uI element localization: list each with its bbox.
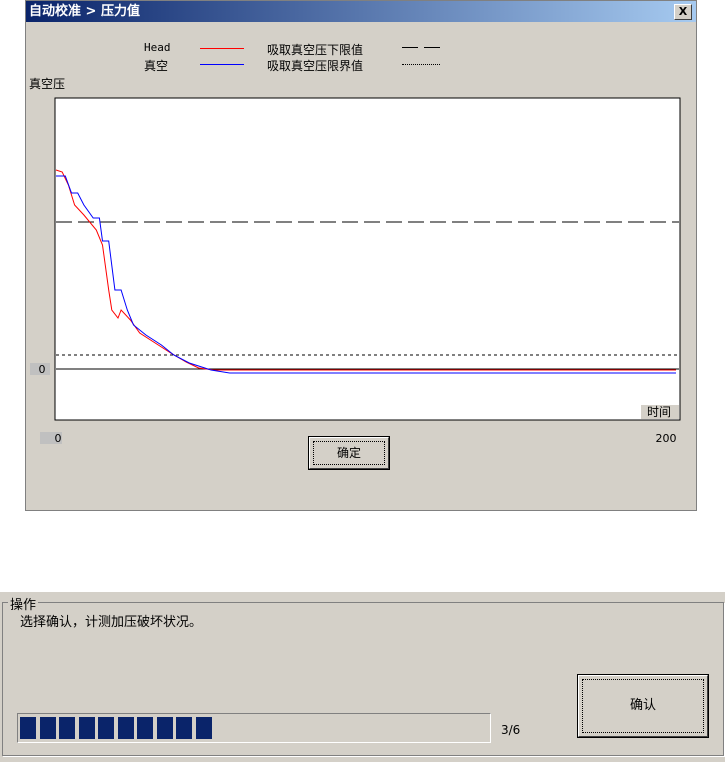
y-tick-0: 0 — [39, 363, 46, 376]
x-tick-bg — [40, 432, 62, 444]
group-label: 操作 — [8, 594, 39, 613]
x-tick-0: 0 — [55, 432, 62, 445]
x-axis-label: 时间 — [647, 405, 671, 419]
legend-head-swatch — [200, 48, 244, 49]
progress-segment — [176, 717, 192, 739]
series-line-1 — [56, 175, 676, 374]
progress-segment — [20, 717, 36, 739]
confirm-button[interactable]: 确认 — [578, 675, 708, 737]
legend-head-label: Head — [144, 41, 171, 54]
progress-segment — [98, 717, 114, 739]
dialog-title: 自动校准 > 压力值 — [29, 4, 140, 19]
legend-lower-label: 吸取真空压下限值 — [267, 43, 364, 57]
legend-limit-label: 吸取真空压限界值 — [267, 59, 364, 73]
status-message: 选择确认，计测加压破坏状况。 — [20, 615, 203, 630]
close-button[interactable]: X — [674, 4, 692, 20]
y-tick-bg — [30, 363, 50, 375]
legend-lower-swatch — [402, 47, 440, 48]
title-bar: 自动校准 > 压力值 X — [26, 1, 696, 22]
progress-text: 3/6 — [501, 723, 521, 737]
progress-segment — [195, 717, 212, 739]
legend-vacuum-label: 真空 — [144, 59, 169, 73]
progress-segment — [78, 717, 95, 739]
ok-button[interactable]: 确定 — [309, 437, 389, 469]
legend-limit-swatch — [402, 64, 440, 65]
operation-group-box — [2, 602, 724, 756]
pressure-chart: 0 0 200 时间 — [30, 97, 681, 445]
y-axis-label: 真空压 — [29, 77, 66, 91]
progress-segment — [117, 717, 134, 739]
x-label-bg — [641, 405, 679, 419]
progress-segment — [39, 717, 56, 739]
progress-bar — [17, 713, 491, 743]
operation-panel: 操作 选择确认，计测加压破坏状况。 确认 3/6 — [0, 592, 725, 762]
plot-area — [54, 97, 681, 421]
x-tick-200: 200 — [656, 432, 677, 445]
progress-segment — [59, 717, 75, 739]
legend-vacuum-swatch — [200, 64, 244, 65]
ok-button-label: 确定 — [313, 441, 385, 465]
confirm-button-label: 确认 — [582, 679, 704, 733]
series-line-0 — [55, 169, 676, 371]
progress-segment — [137, 717, 153, 739]
progress-segment — [156, 717, 173, 739]
